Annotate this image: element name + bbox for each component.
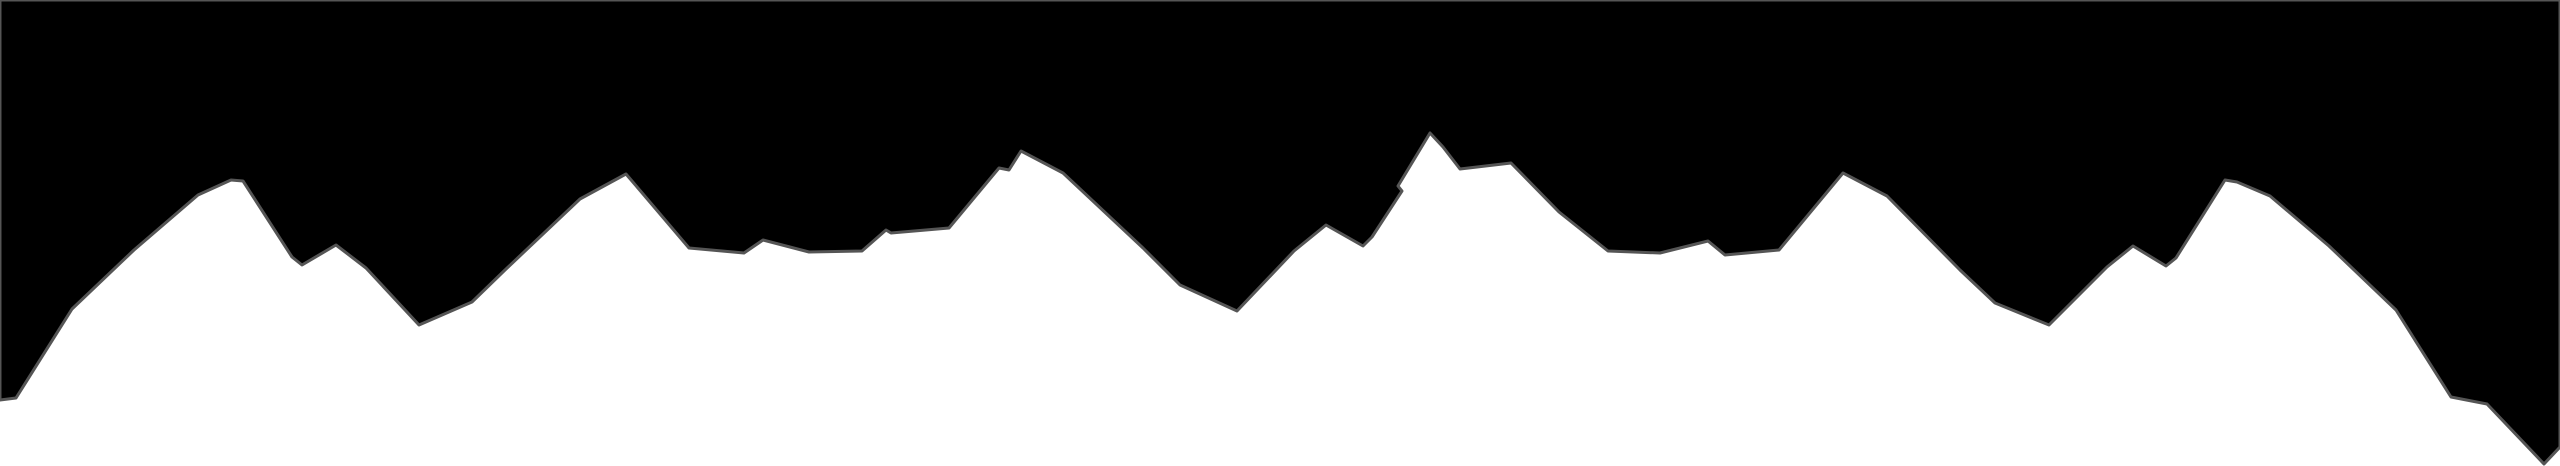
mountain-silhouette-banner [0, 0, 2560, 466]
mountain-ridge-shape [0, 0, 2560, 466]
